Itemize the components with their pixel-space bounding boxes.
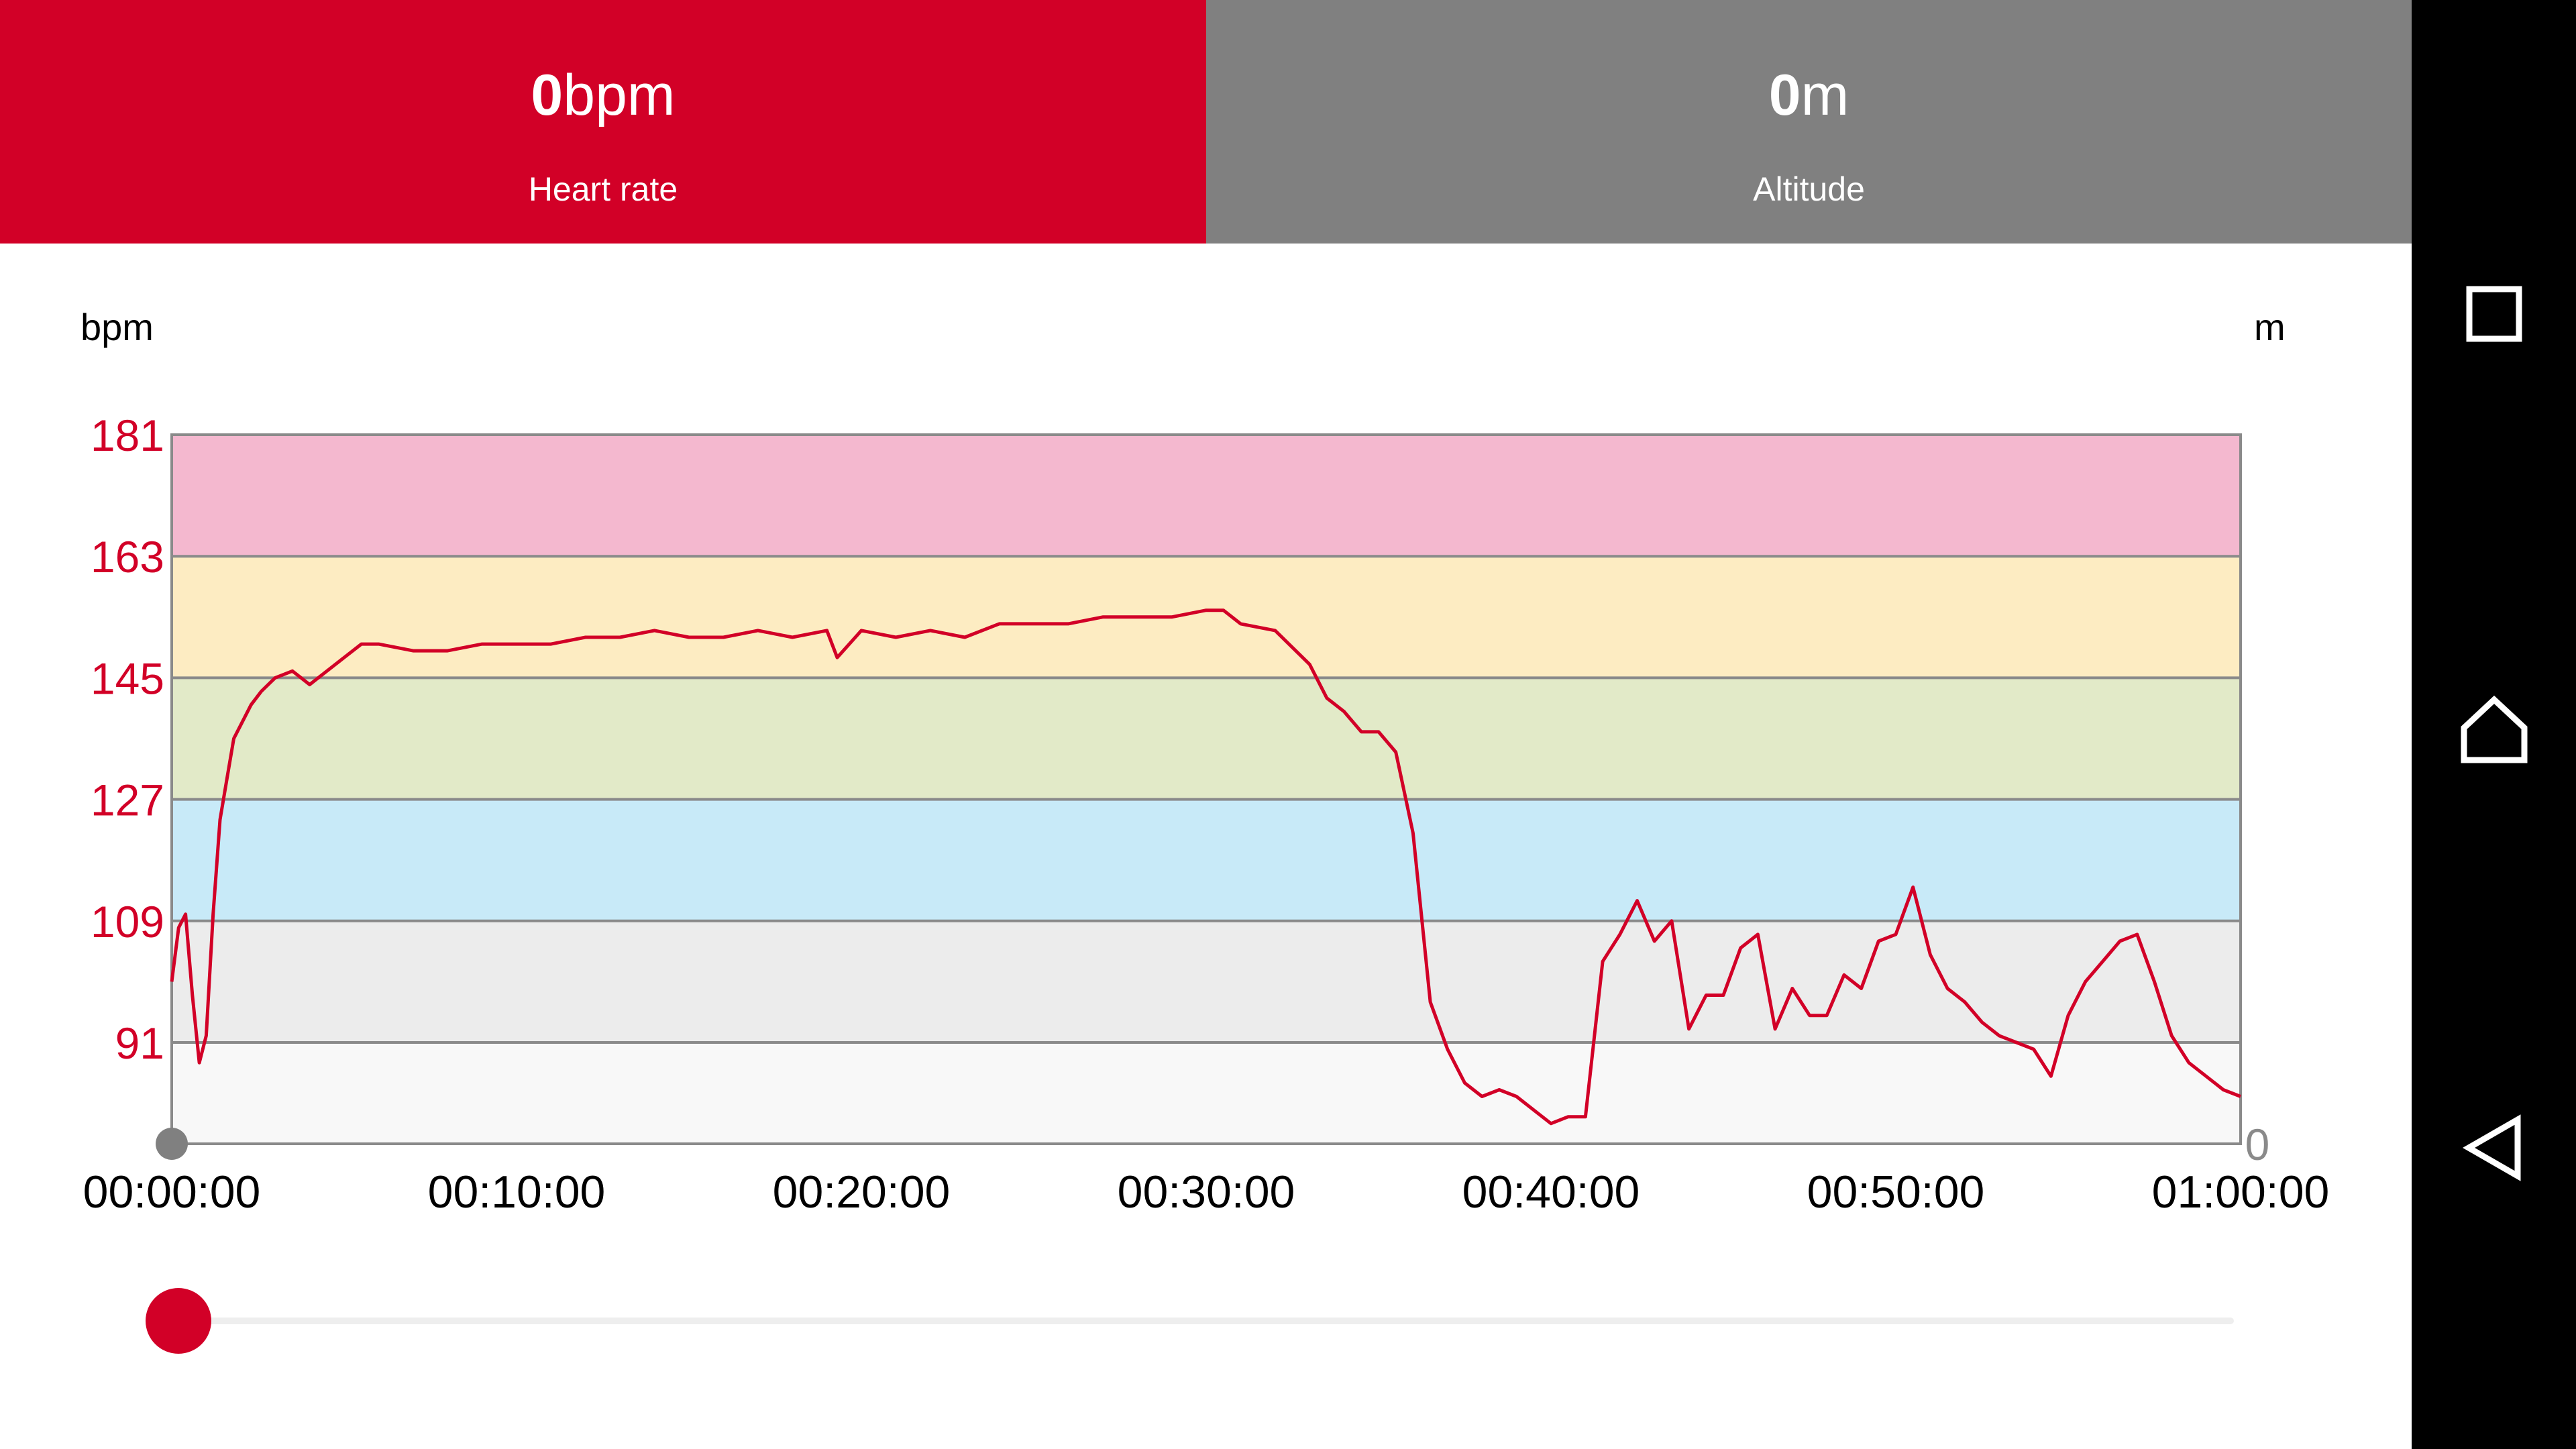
heart-rate-chart[interactable]: 181 163 145 127 109 91 0 00:00:00 00:10:00 00:20:… <box>0 244 2412 1250</box>
right-axis-tick-label: 0 <box>2245 1120 2270 1169</box>
recent-apps-icon <box>2466 286 2522 341</box>
heart-rate-number: 0 <box>531 63 564 127</box>
heart-rate-unit: bpm <box>563 63 676 127</box>
altitude-unit: m <box>1801 63 1849 127</box>
back-icon <box>2462 1114 2520 1181</box>
heart-rate-line <box>170 608 2241 1126</box>
y-tick-label: 145 <box>91 653 164 703</box>
heart-rate-value: 0bpm <box>0 62 1206 129</box>
x-tick-label: 00:30:00 <box>1118 1167 1295 1218</box>
zone-band-3 <box>172 799 2241 921</box>
x-tick-label: 01:00:00 <box>2152 1167 2330 1218</box>
x-tick-label: 00:50:00 <box>1807 1167 1985 1218</box>
y-tick-label: 163 <box>91 532 164 582</box>
x-tick-label: 00:40:00 <box>1462 1167 1640 1218</box>
y-tick-label: 181 <box>91 411 164 460</box>
zone-band-4 <box>172 678 2241 800</box>
x-tick-label: 00:00:00 <box>83 1167 261 1218</box>
x-tick-label: 00:10:00 <box>428 1167 606 1218</box>
zone-band-1 <box>172 1042 2241 1144</box>
altitude-value: 0m <box>1206 62 2412 129</box>
system-navigation-bar <box>2412 0 2576 1449</box>
chart-origin-marker <box>156 1128 188 1160</box>
y-tick-label: 109 <box>91 897 164 947</box>
y-axis-unit-right: m <box>2254 306 2286 348</box>
zone-band-6 <box>172 435 2241 557</box>
altitude-number: 0 <box>1768 63 1801 127</box>
altitude-label: Altitude <box>1753 170 1865 208</box>
y-axis-unit-left: bpm <box>80 306 154 348</box>
y-tick-label: 91 <box>115 1018 164 1068</box>
recent-apps-button[interactable] <box>2412 231 2576 396</box>
playback-seekbar-thumb[interactable] <box>146 1288 211 1354</box>
home-button[interactable] <box>2412 647 2576 812</box>
y-tick-label: 127 <box>91 775 164 825</box>
tab-altitude[interactable]: 0m Altitude <box>1206 0 2412 244</box>
home-icon <box>2461 695 2527 763</box>
playback-seekbar-track[interactable] <box>178 1318 2234 1324</box>
heart-rate-label: Heart rate <box>528 170 678 208</box>
zone-band-2 <box>172 920 2241 1042</box>
tab-heart-rate[interactable]: 0bpm Heart rate <box>0 0 1206 244</box>
x-tick-label: 00:20:00 <box>773 1167 951 1218</box>
zone-band-5 <box>172 556 2241 678</box>
plot-frame <box>170 433 2242 1145</box>
back-button[interactable] <box>2412 1065 2576 1230</box>
